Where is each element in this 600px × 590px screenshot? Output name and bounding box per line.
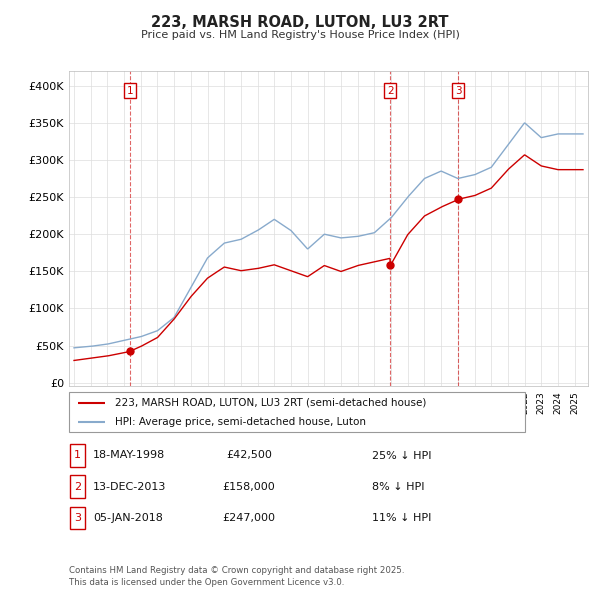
Text: 223, MARSH ROAD, LUTON, LU3 2RT: 223, MARSH ROAD, LUTON, LU3 2RT	[151, 15, 449, 30]
Text: 05-JAN-2018: 05-JAN-2018	[93, 513, 163, 523]
Text: 2: 2	[74, 482, 81, 491]
Text: £42,500: £42,500	[226, 451, 272, 460]
Text: 1: 1	[74, 451, 81, 460]
Bar	[70, 476, 85, 498]
Text: 18-MAY-1998: 18-MAY-1998	[93, 451, 165, 460]
Bar	[70, 444, 85, 467]
Text: 223, MARSH ROAD, LUTON, LU3 2RT (semi-detached house): 223, MARSH ROAD, LUTON, LU3 2RT (semi-de…	[115, 398, 426, 408]
Bar	[70, 507, 85, 529]
Text: 25% ↓ HPI: 25% ↓ HPI	[372, 451, 431, 460]
Text: 2: 2	[387, 86, 394, 96]
Text: £158,000: £158,000	[223, 482, 275, 491]
Text: 11% ↓ HPI: 11% ↓ HPI	[372, 513, 431, 523]
Text: HPI: Average price, semi-detached house, Luton: HPI: Average price, semi-detached house,…	[115, 417, 365, 427]
Text: 3: 3	[74, 513, 81, 523]
Text: Contains HM Land Registry data © Crown copyright and database right 2025.
This d: Contains HM Land Registry data © Crown c…	[69, 566, 404, 587]
Text: 13-DEC-2013: 13-DEC-2013	[93, 482, 166, 491]
Text: 8% ↓ HPI: 8% ↓ HPI	[372, 482, 425, 491]
Text: Price paid vs. HM Land Registry's House Price Index (HPI): Price paid vs. HM Land Registry's House …	[140, 30, 460, 40]
Text: 1: 1	[127, 86, 134, 96]
Text: 3: 3	[455, 86, 461, 96]
Text: £247,000: £247,000	[223, 513, 275, 523]
